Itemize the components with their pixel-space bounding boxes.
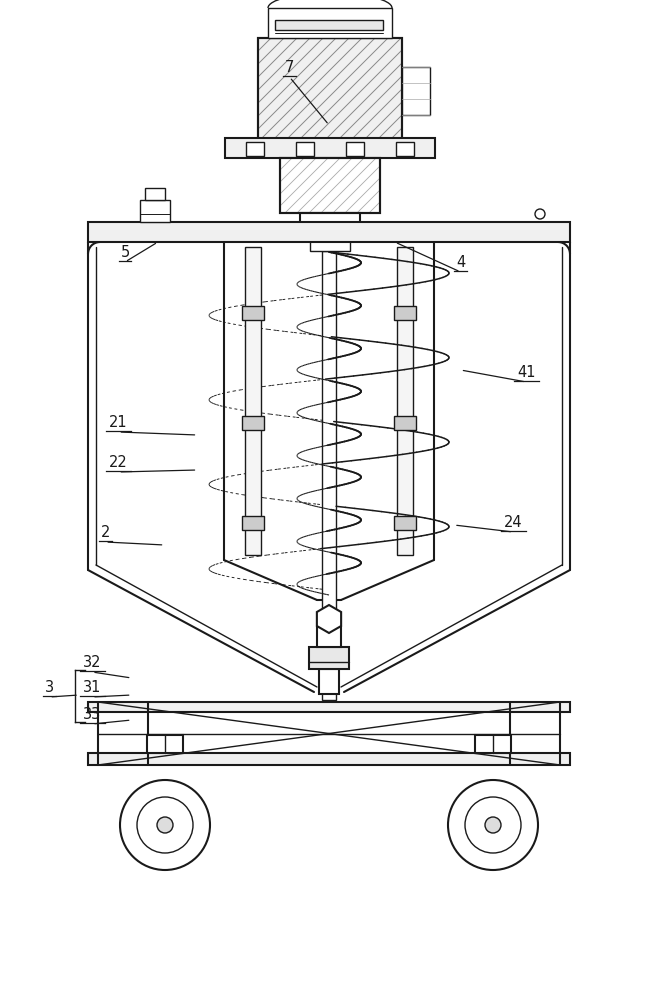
Circle shape bbox=[485, 817, 501, 833]
Bar bbox=[275, 20, 383, 30]
Bar bbox=[242, 516, 264, 530]
Bar bbox=[310, 235, 350, 251]
Bar bbox=[258, 38, 402, 150]
Bar bbox=[280, 158, 380, 213]
Bar bbox=[402, 67, 430, 115]
Circle shape bbox=[448, 780, 538, 870]
Bar bbox=[309, 647, 349, 669]
Bar bbox=[245, 247, 261, 555]
Bar bbox=[300, 213, 360, 235]
Bar bbox=[88, 753, 570, 765]
Bar bbox=[258, 38, 402, 150]
Bar bbox=[225, 138, 435, 158]
Text: 2: 2 bbox=[101, 525, 110, 540]
Text: 7: 7 bbox=[285, 60, 294, 75]
Circle shape bbox=[465, 797, 521, 853]
Bar bbox=[394, 516, 416, 530]
Text: 4: 4 bbox=[456, 255, 465, 270]
Bar bbox=[268, 8, 392, 38]
Circle shape bbox=[157, 817, 173, 833]
Bar bbox=[346, 142, 364, 156]
Bar bbox=[394, 416, 416, 430]
Bar bbox=[88, 702, 570, 712]
Text: 33: 33 bbox=[83, 707, 101, 722]
Bar bbox=[317, 627, 341, 647]
Bar bbox=[88, 222, 570, 242]
Bar bbox=[145, 188, 165, 200]
Text: 31: 31 bbox=[83, 680, 101, 695]
Text: 32: 32 bbox=[83, 655, 101, 670]
Bar bbox=[394, 306, 416, 320]
Bar bbox=[322, 251, 336, 700]
Bar bbox=[475, 735, 511, 753]
Bar bbox=[397, 247, 413, 555]
Bar bbox=[396, 142, 414, 156]
Text: 5: 5 bbox=[120, 245, 130, 260]
Circle shape bbox=[120, 780, 210, 870]
Bar bbox=[147, 735, 183, 753]
Bar bbox=[296, 142, 314, 156]
Bar bbox=[280, 158, 380, 213]
Text: 24: 24 bbox=[504, 515, 522, 530]
Text: 21: 21 bbox=[109, 415, 128, 430]
Bar bbox=[319, 669, 339, 694]
Bar bbox=[246, 142, 264, 156]
Text: 41: 41 bbox=[517, 365, 536, 380]
Text: 22: 22 bbox=[109, 455, 128, 470]
Text: 3: 3 bbox=[45, 680, 54, 695]
Circle shape bbox=[137, 797, 193, 853]
Bar bbox=[242, 306, 264, 320]
Circle shape bbox=[535, 209, 545, 219]
Bar bbox=[140, 200, 170, 222]
Bar bbox=[242, 416, 264, 430]
